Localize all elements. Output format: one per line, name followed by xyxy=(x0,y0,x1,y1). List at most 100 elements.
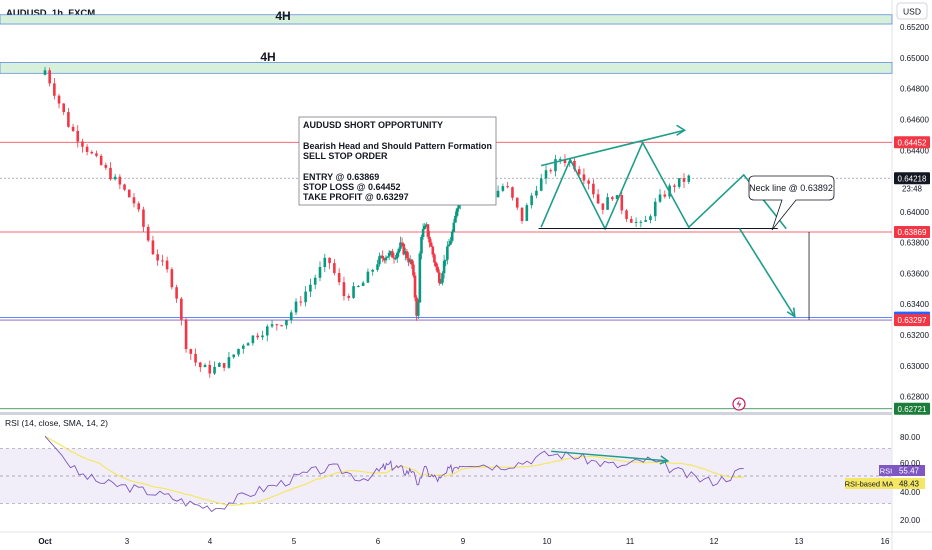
candle-body xyxy=(189,349,193,354)
candle xyxy=(256,332,259,340)
candle-body xyxy=(450,231,454,241)
candle-body xyxy=(127,189,131,198)
symbol-title[interactable]: AUDUSD, 1h, FXCM xyxy=(6,8,95,19)
price-label-2: 0.64218 xyxy=(894,172,930,185)
price-tick-11: 0.63200 xyxy=(900,331,929,340)
candle xyxy=(328,257,331,270)
candle xyxy=(323,253,327,273)
neckline-callout[interactable]: Neck line @ 0.63892 xyxy=(748,175,835,231)
rsi-divergence-arrowhead xyxy=(659,455,670,465)
candle xyxy=(352,282,355,299)
candle-body xyxy=(437,272,441,283)
candle xyxy=(222,362,226,372)
candle-body xyxy=(256,335,259,338)
price-label-text: 0.63297 xyxy=(898,316,927,325)
candle-body xyxy=(549,170,553,172)
candle xyxy=(104,162,108,170)
candle xyxy=(397,247,401,257)
candle-body xyxy=(558,159,562,161)
candle xyxy=(639,219,643,228)
candle-body xyxy=(95,153,98,156)
candle-body xyxy=(232,354,236,358)
time-tick-4: 5 xyxy=(292,537,297,546)
candle xyxy=(577,165,581,176)
candle-body xyxy=(410,259,414,265)
candle-body xyxy=(222,363,226,368)
candle-body xyxy=(428,236,431,243)
candle xyxy=(544,165,548,185)
candle-body xyxy=(449,240,452,245)
candle-body xyxy=(376,264,379,270)
candle-body xyxy=(395,252,399,259)
candle xyxy=(189,348,193,360)
candle-body xyxy=(634,221,638,223)
rsi-ma-line xyxy=(44,435,744,506)
candle-body xyxy=(237,348,240,355)
candle-body xyxy=(452,222,456,232)
time-tick-10: 13 xyxy=(795,537,804,546)
price-tick-4: 0.64600 xyxy=(900,115,929,124)
candle-body xyxy=(318,267,322,278)
trend-line xyxy=(540,129,685,167)
candle-body xyxy=(408,259,412,263)
candle-body xyxy=(371,269,375,272)
candle-body xyxy=(242,345,245,349)
candle xyxy=(418,251,422,303)
price-tick-1: 0.65200 xyxy=(900,23,929,32)
rsi-title[interactable]: RSI (14, close, SMA, 14, 2) xyxy=(5,418,108,428)
candle xyxy=(391,248,394,258)
candle xyxy=(309,278,312,298)
time-tick-9: 12 xyxy=(710,537,719,546)
candle xyxy=(371,268,375,276)
candle-body xyxy=(530,195,533,206)
countdown-text: 23:48 xyxy=(902,184,923,193)
candle-body xyxy=(426,224,430,237)
pane-separator[interactable] xyxy=(0,412,892,415)
candle xyxy=(76,125,80,148)
candle xyxy=(313,274,317,290)
candle-body xyxy=(333,263,336,274)
candle-body xyxy=(611,197,614,200)
candle xyxy=(629,215,633,223)
candle-body xyxy=(137,203,141,210)
candle xyxy=(415,295,418,321)
candle-body xyxy=(420,236,423,254)
candle xyxy=(425,222,428,228)
candle-body xyxy=(429,242,433,247)
candle-body xyxy=(629,218,633,223)
candle xyxy=(232,354,236,359)
candle-body xyxy=(405,251,409,259)
candle xyxy=(501,183,505,193)
candle-body xyxy=(525,205,529,221)
candle xyxy=(379,254,383,259)
candle-body xyxy=(535,190,538,196)
flash-icon[interactable] xyxy=(732,397,746,411)
price-label-text: 0.64218 xyxy=(898,174,927,183)
candle xyxy=(71,123,75,133)
candle xyxy=(53,77,56,100)
currency-button[interactable] xyxy=(896,2,928,20)
candle-body xyxy=(352,286,355,298)
candle-body xyxy=(280,325,283,327)
supply-zone-2 xyxy=(0,62,893,74)
time-axis[interactable]: Oct 3 4 5 6 9 10 11 12 13 16 xyxy=(38,537,890,546)
candle xyxy=(265,324,269,342)
candle-body xyxy=(563,159,567,164)
candle xyxy=(333,259,336,276)
candle xyxy=(601,203,605,215)
candle xyxy=(270,320,274,329)
candle xyxy=(342,276,346,301)
candle-body xyxy=(285,320,288,326)
candle-body xyxy=(544,170,548,179)
target-arrowhead xyxy=(786,307,796,319)
annotation-box[interactable]: AUDUSD SHORT OPPORTUNITY Bearish Head an… xyxy=(298,116,497,206)
candle xyxy=(450,229,454,243)
rsi-ma-label: RSI-based MA xyxy=(845,480,894,489)
candle-body xyxy=(342,282,346,297)
candle-body xyxy=(161,260,164,262)
candle xyxy=(437,269,441,286)
candle xyxy=(227,351,231,369)
candle-body xyxy=(361,282,365,286)
price-tick-7: 0.64000 xyxy=(900,208,929,217)
